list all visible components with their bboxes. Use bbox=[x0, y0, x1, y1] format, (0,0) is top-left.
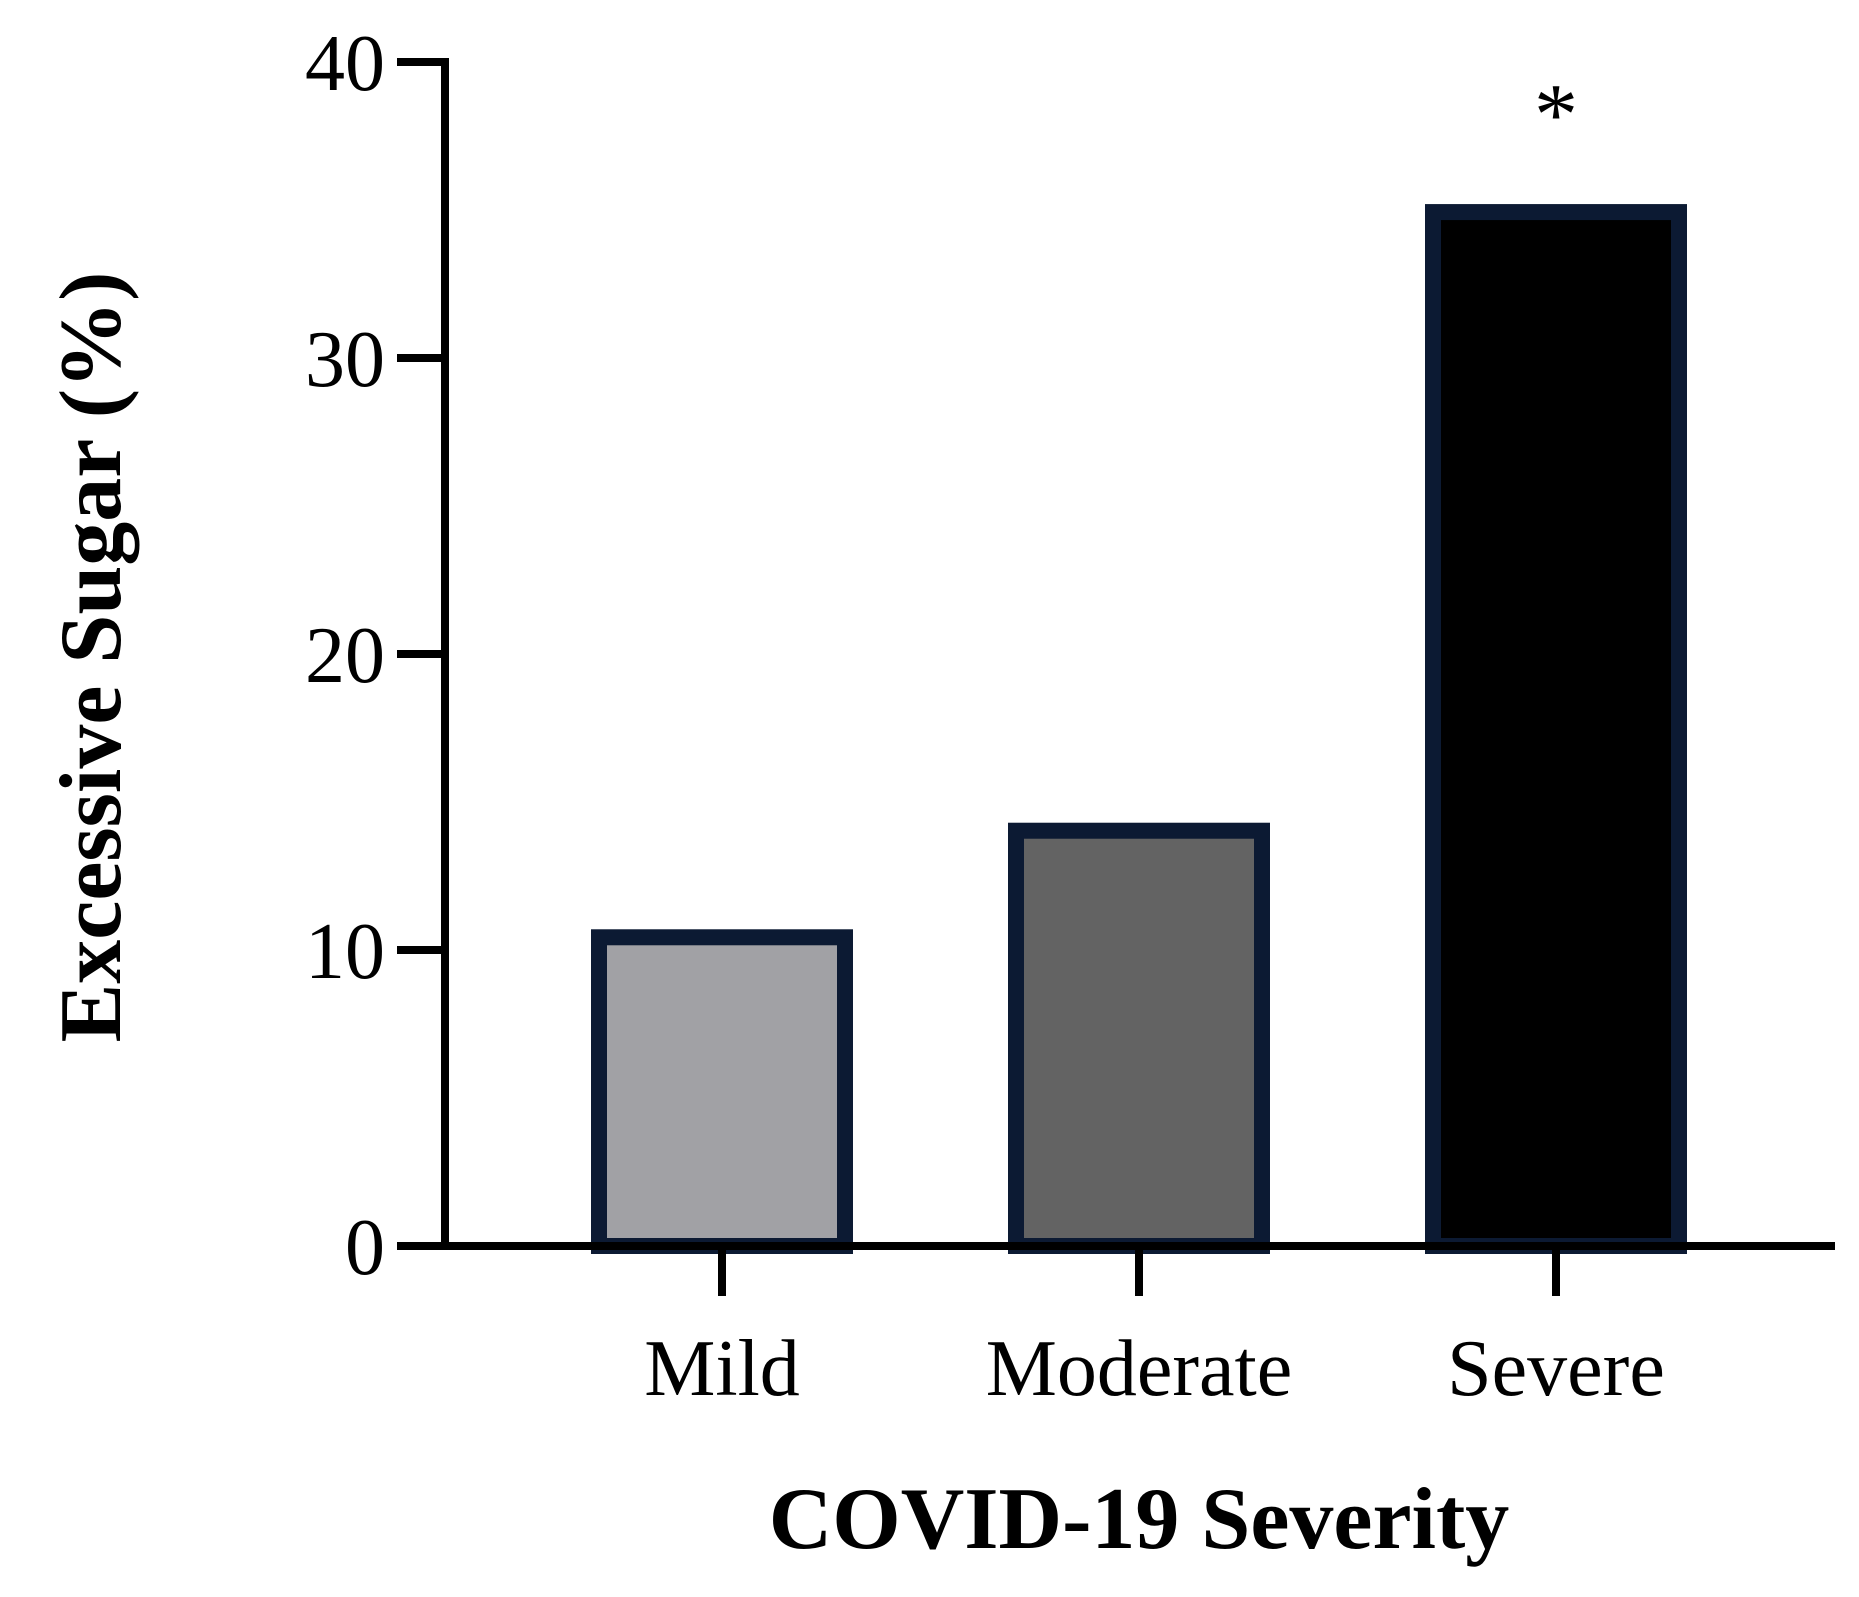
y-tick-label-20: 20 bbox=[305, 612, 385, 700]
y-tick-label-40: 40 bbox=[305, 20, 385, 108]
x-tick-label-severe: Severe bbox=[1447, 1325, 1665, 1413]
annotations-layer: * bbox=[1534, 67, 1578, 164]
y-axis-title: Excessive Sugar (%) bbox=[43, 272, 140, 1043]
x-tick-label-mild: Mild bbox=[644, 1325, 800, 1413]
x-tick-label-moderate: Moderate bbox=[986, 1325, 1293, 1413]
axes-layer bbox=[397, 58, 1835, 1296]
y-tick-label-0: 0 bbox=[345, 1204, 385, 1292]
bar-mild bbox=[591, 929, 853, 1255]
significance-marker-severe: * bbox=[1534, 67, 1578, 164]
bars-layer bbox=[591, 204, 1687, 1255]
x-axis-title: COVID-19 Severity bbox=[769, 1471, 1510, 1568]
bar-severe bbox=[1425, 204, 1687, 1255]
labels-layer: 0 10 20 30 40 Mild Moderate Severe bbox=[305, 20, 1665, 1413]
bar-moderate bbox=[1008, 822, 1270, 1254]
y-tick-label-10: 10 bbox=[305, 908, 385, 996]
y-tick-label-30: 30 bbox=[305, 316, 385, 404]
